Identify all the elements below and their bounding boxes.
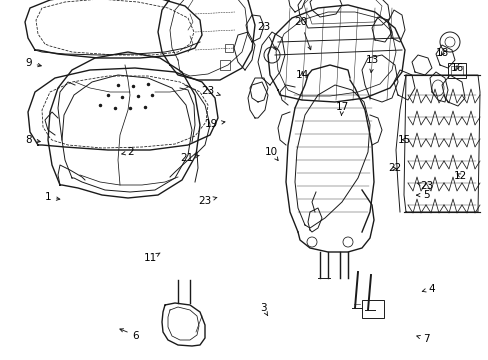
Text: 23: 23 bbox=[201, 86, 220, 96]
Text: 16: 16 bbox=[449, 63, 463, 73]
Text: 21: 21 bbox=[180, 153, 199, 163]
Text: 13: 13 bbox=[365, 55, 379, 73]
Text: 19: 19 bbox=[204, 119, 224, 129]
Text: 5: 5 bbox=[416, 190, 429, 200]
Text: 23: 23 bbox=[416, 181, 432, 192]
Text: 9: 9 bbox=[25, 58, 41, 68]
Text: 7: 7 bbox=[416, 334, 429, 344]
Bar bbox=[220, 60, 229, 70]
Bar bbox=[224, 44, 232, 52]
Text: 12: 12 bbox=[453, 171, 467, 181]
Bar bbox=[361, 300, 383, 318]
Text: 6: 6 bbox=[120, 329, 139, 341]
Text: 17: 17 bbox=[335, 102, 348, 115]
Text: 15: 15 bbox=[397, 135, 411, 145]
Text: 1: 1 bbox=[44, 192, 60, 202]
Text: 11: 11 bbox=[143, 253, 160, 264]
Text: 23: 23 bbox=[197, 196, 216, 206]
Text: 10: 10 bbox=[264, 147, 278, 161]
Text: 2: 2 bbox=[122, 147, 134, 157]
Text: 8: 8 bbox=[25, 135, 40, 145]
Text: 23: 23 bbox=[257, 22, 275, 50]
Text: 22: 22 bbox=[387, 163, 401, 174]
Text: 20: 20 bbox=[294, 17, 310, 50]
Text: 18: 18 bbox=[435, 48, 448, 58]
Bar bbox=[447, 63, 465, 78]
Bar bbox=[450, 66, 462, 75]
Text: 4: 4 bbox=[422, 284, 434, 294]
Text: 3: 3 bbox=[259, 303, 267, 316]
Text: 14: 14 bbox=[295, 70, 308, 80]
